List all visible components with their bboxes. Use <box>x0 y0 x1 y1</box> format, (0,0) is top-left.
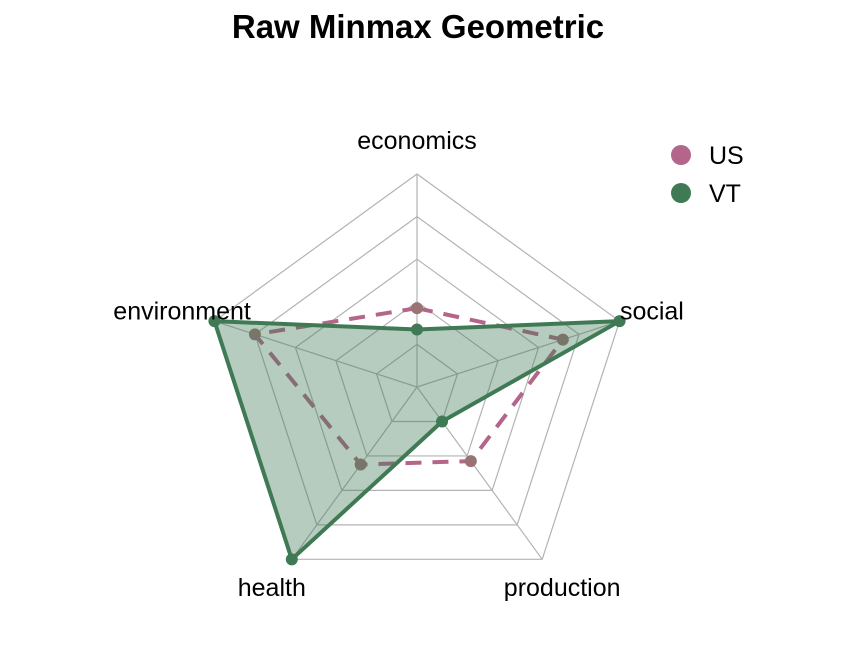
grid-ring-3 <box>294 258 540 491</box>
legend-key-vt <box>671 183 691 203</box>
point-vt-social <box>613 315 626 328</box>
point-vt-production <box>436 415 449 428</box>
spoke-production <box>416 386 543 560</box>
point-us-environment <box>248 328 261 341</box>
series-us <box>248 302 569 471</box>
point-vt-economics <box>411 323 423 336</box>
axis-labels: economics social production health environme… <box>113 127 684 602</box>
point-us-health <box>354 458 367 471</box>
legend: US VT <box>671 142 744 208</box>
axis-label-social: social <box>620 298 684 326</box>
series-layer <box>208 302 626 566</box>
chart-title: Raw Minmax Geometric <box>232 8 604 45</box>
legend-label-us: US <box>709 142 744 170</box>
series-area-us <box>252 306 565 467</box>
legend-key-us <box>671 145 691 165</box>
point-us-social <box>556 333 569 346</box>
axis-label-production: production <box>504 574 621 602</box>
series-vt <box>208 315 626 566</box>
spoke-social <box>416 320 620 388</box>
axis-label-economics: economics <box>357 127 477 155</box>
grid-ring-2 <box>335 301 499 457</box>
spoke-health <box>291 386 418 560</box>
grid-ring-5 <box>213 173 621 560</box>
grid-ring-1 <box>375 343 459 423</box>
axis-label-environment: environment <box>113 298 251 326</box>
radar-grid <box>213 173 621 560</box>
point-us-economics <box>411 302 423 315</box>
grid-ring-4 <box>254 215 580 526</box>
axis-label-health: health <box>238 574 306 602</box>
point-vt-health <box>285 553 298 566</box>
point-us-production <box>464 455 477 468</box>
point-vt-environment <box>208 315 221 328</box>
series-area-vt <box>212 319 622 562</box>
legend-label-vt: VT <box>709 180 741 208</box>
spoke-environment <box>214 320 418 388</box>
